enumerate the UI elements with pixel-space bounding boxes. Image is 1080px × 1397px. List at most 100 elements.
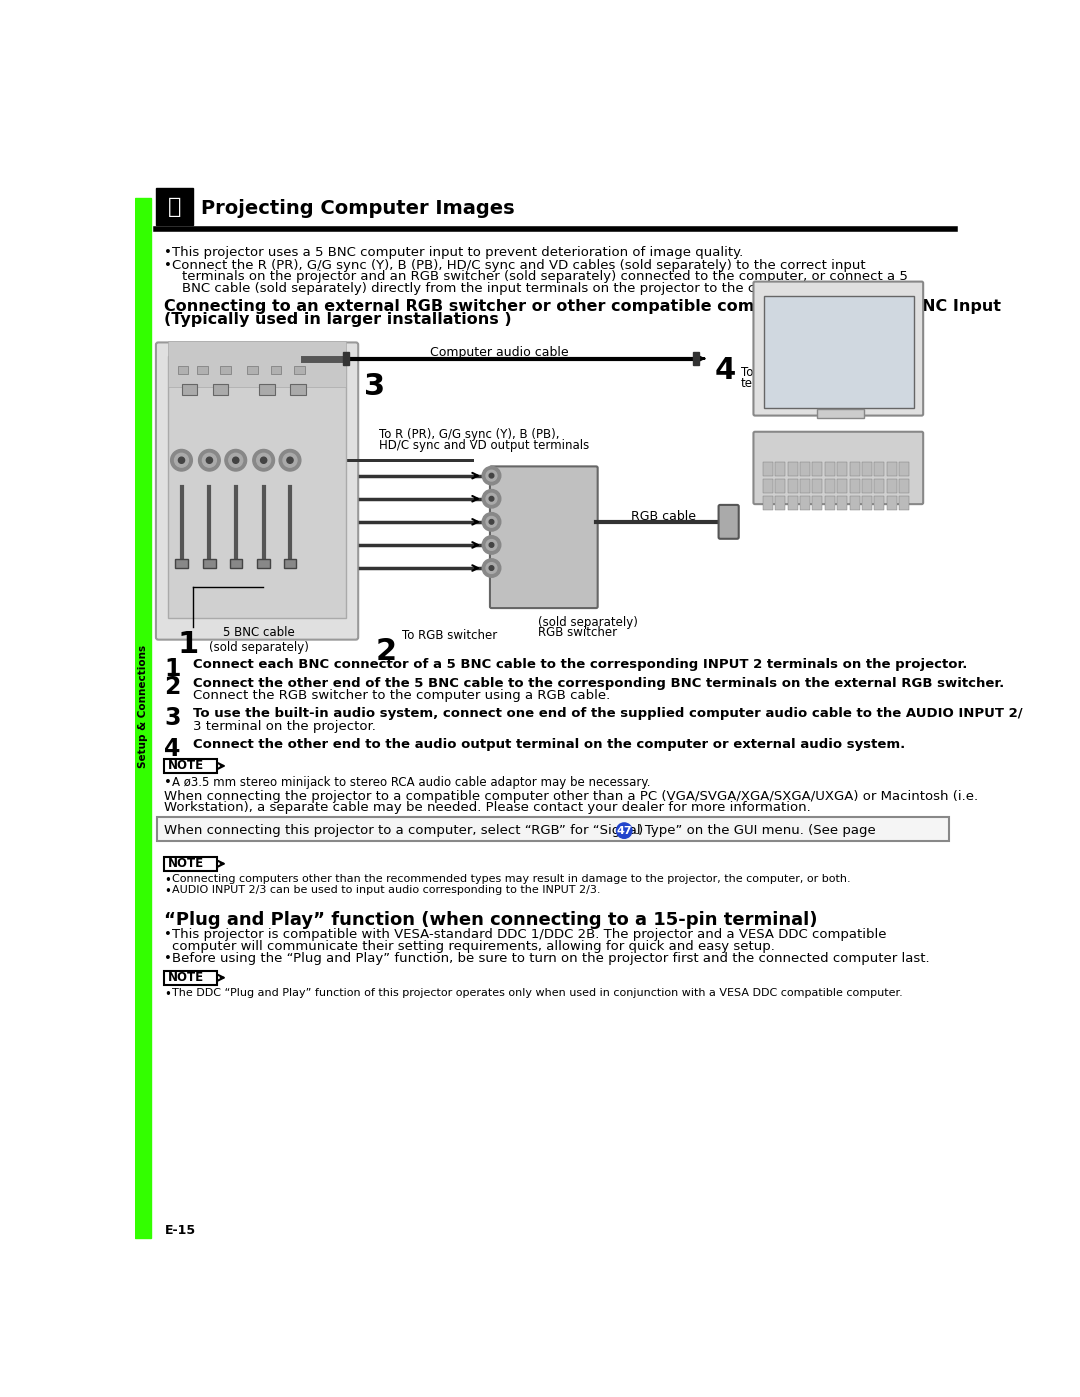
Bar [135, 198, 150, 1238]
Text: 4: 4 [715, 356, 735, 386]
Text: (Typically used in larger installations ): (Typically used in larger installations … [164, 312, 512, 327]
Text: RGB switcher: RGB switcher [538, 626, 617, 638]
Text: The DDC “Plug and Play” function of this projector operates only when used in co: The DDC “Plug and Play” function of this… [172, 988, 903, 997]
Circle shape [489, 542, 494, 548]
Text: 📽: 📽 [167, 197, 181, 217]
Text: Connecting computers other than the recommended types may result in damage to th: Connecting computers other than the reco… [172, 873, 851, 884]
Bar [825, 479, 835, 493]
Bar [213, 384, 228, 395]
Text: Projecting Computer Images: Projecting Computer Images [201, 198, 514, 218]
Bar [693, 352, 699, 365]
Circle shape [178, 457, 185, 464]
Circle shape [253, 450, 274, 471]
Text: •: • [164, 884, 172, 897]
Bar [887, 479, 896, 493]
Bar [157, 817, 948, 841]
Text: •: • [164, 988, 172, 1000]
Circle shape [206, 457, 213, 464]
Text: •: • [164, 929, 173, 942]
Text: E-15: E-15 [164, 1224, 195, 1236]
Bar [800, 462, 810, 475]
Text: Connect the other end to the audio output terminal on the computer or external a: Connect the other end to the audio outpu… [193, 738, 905, 752]
Text: 1: 1 [164, 657, 180, 680]
Circle shape [171, 450, 192, 471]
Bar [816, 409, 864, 418]
Circle shape [617, 823, 632, 838]
FancyBboxPatch shape [754, 432, 923, 504]
Bar [230, 559, 242, 569]
Bar [775, 479, 785, 493]
Text: This projector uses a 5 BNC computer input to prevent deterioration of image qua: This projector uses a 5 BNC computer inp… [172, 246, 743, 260]
Text: HD/C sync and VD output terminals: HD/C sync and VD output terminals [379, 440, 590, 453]
Bar [812, 479, 823, 493]
FancyBboxPatch shape [156, 342, 359, 640]
Text: terminal: terminal [741, 377, 791, 390]
Text: Connecting to an external RGB switcher or other compatible computers using the B: Connecting to an external RGB switcher o… [164, 299, 1001, 313]
Circle shape [232, 457, 239, 464]
Text: AUDIO INPUT 2/3 can be used to input audio corresponding to the INPUT 2/3.: AUDIO INPUT 2/3 can be used to input aud… [172, 884, 600, 894]
Text: 1: 1 [177, 630, 199, 658]
Bar [875, 496, 885, 510]
Bar [775, 496, 785, 510]
Text: 4: 4 [164, 736, 180, 761]
Bar [887, 462, 896, 475]
Bar [164, 971, 217, 985]
Bar [175, 559, 188, 569]
Bar [900, 479, 909, 493]
Bar [825, 462, 835, 475]
Bar [862, 462, 872, 475]
Bar [167, 356, 346, 617]
Bar [775, 462, 785, 475]
Circle shape [482, 535, 501, 555]
Bar [271, 366, 282, 374]
Bar [850, 462, 860, 475]
Circle shape [229, 453, 243, 467]
Bar [787, 462, 798, 475]
Bar [900, 462, 909, 475]
Text: To use the built-in audio system, connect one end of the supplied computer audio: To use the built-in audio system, connec… [193, 707, 1023, 721]
Bar [167, 341, 346, 387]
Text: To RGB switcher: To RGB switcher [403, 629, 498, 641]
Bar [787, 496, 798, 510]
Circle shape [489, 566, 494, 570]
Circle shape [489, 496, 494, 502]
Circle shape [482, 489, 501, 509]
Text: Workstation), a separate cable may be needed. Please contact your dealer for mor: Workstation), a separate cable may be ne… [164, 802, 811, 814]
Circle shape [482, 559, 501, 577]
Bar [837, 479, 847, 493]
Text: To audio output: To audio output [741, 366, 833, 380]
Bar [825, 496, 835, 510]
Text: When connecting this projector to a computer, select “RGB” for “Signal Type” on : When connecting this projector to a comp… [164, 824, 885, 837]
Bar [220, 366, 231, 374]
Bar [259, 384, 274, 395]
Bar [257, 559, 270, 569]
Text: A ø3.5 mm stereo minijack to stereo RCA audio cable adaptor may be necessary.: A ø3.5 mm stereo minijack to stereo RCA … [172, 775, 650, 789]
Bar [887, 496, 896, 510]
Text: When connecting the projector to a compatible computer other than a PC (VGA/SVGA: When connecting the projector to a compa… [164, 789, 978, 803]
Bar [862, 479, 872, 493]
Bar [875, 479, 885, 493]
Circle shape [279, 450, 301, 471]
Bar [787, 479, 798, 493]
Text: 3: 3 [364, 372, 384, 401]
Bar [181, 384, 197, 395]
Bar [800, 479, 810, 493]
Circle shape [482, 467, 501, 485]
Text: (sold separately): (sold separately) [538, 616, 638, 629]
Circle shape [225, 450, 246, 471]
Circle shape [283, 453, 297, 467]
Circle shape [486, 563, 497, 573]
Bar [342, 352, 349, 365]
Text: •: • [164, 953, 173, 965]
Text: 2: 2 [164, 675, 180, 698]
Text: “Plug and Play” function (when connecting to a 15-pin terminal): “Plug and Play” function (when connectin… [164, 911, 818, 929]
Text: •: • [164, 246, 173, 260]
Text: Connect the other end of the 5 BNC cable to the corresponding BNC terminals on t: Connect the other end of the 5 BNC cable… [193, 676, 1004, 690]
Bar [837, 462, 847, 475]
Text: 3 terminal on the projector.: 3 terminal on the projector. [193, 719, 376, 733]
Text: Connect the RGB switcher to the computer using a RGB cable.: Connect the RGB switcher to the computer… [193, 689, 610, 701]
Text: •: • [164, 775, 173, 789]
Circle shape [486, 539, 497, 550]
Text: 3: 3 [164, 705, 181, 729]
Bar [762, 462, 773, 475]
